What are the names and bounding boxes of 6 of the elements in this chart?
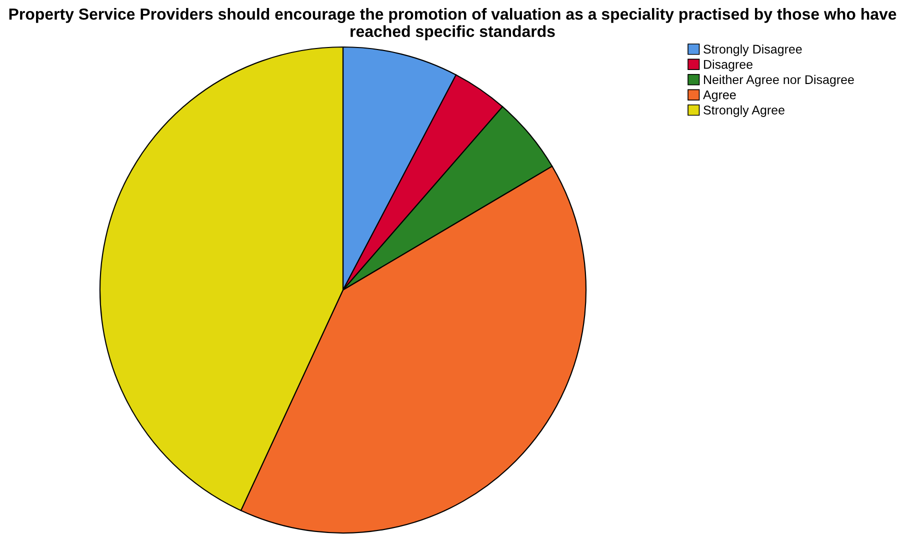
chart-title: Property Service Providers should encourage the promotion of valuation as a speciality practised by those who have reached specific standards	[9, 8, 896, 40]
legend-label: Strongly Agree	[704, 105, 784, 117]
legend-label: Disagree	[704, 60, 752, 72]
legend-label: Neither Agree nor Disagree	[704, 74, 854, 87]
legend-label: Agree	[703, 90, 736, 102]
legend-label: Strongly Disagree	[704, 44, 802, 56]
